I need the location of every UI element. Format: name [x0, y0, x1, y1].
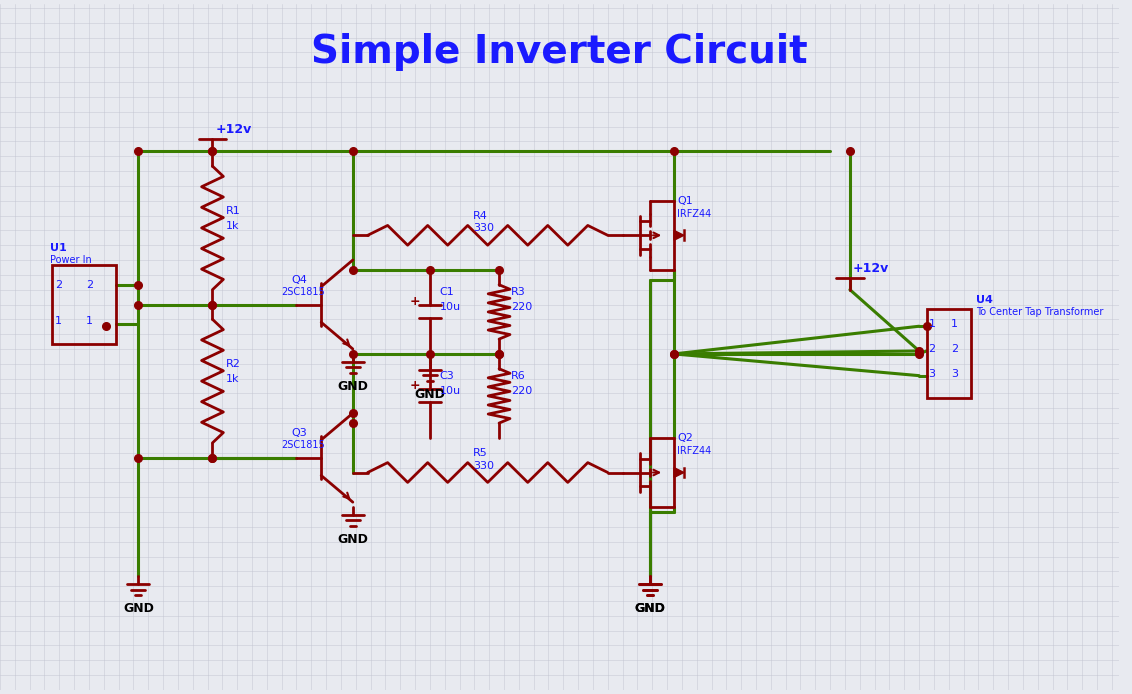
Text: +: + — [409, 294, 420, 307]
Text: 1: 1 — [54, 316, 62, 326]
Text: GND: GND — [414, 387, 445, 400]
Text: 3: 3 — [951, 369, 958, 379]
Text: 10u: 10u — [439, 386, 461, 396]
Text: 3: 3 — [928, 369, 935, 379]
Bar — [926, 310, 971, 398]
Text: U1: U1 — [50, 243, 67, 253]
Text: 1: 1 — [928, 319, 935, 329]
Text: 330: 330 — [473, 223, 494, 233]
Text: R5: R5 — [473, 448, 488, 457]
Text: C1: C1 — [439, 287, 455, 297]
Text: 1: 1 — [86, 316, 93, 326]
Text: GND: GND — [635, 602, 666, 615]
Text: 2SC1815: 2SC1815 — [282, 440, 325, 450]
Text: 1: 1 — [951, 319, 958, 329]
Text: Power In: Power In — [50, 255, 92, 265]
Polygon shape — [674, 230, 684, 240]
Polygon shape — [674, 468, 684, 477]
Bar — [52, 265, 117, 344]
Text: +: + — [409, 378, 420, 391]
Text: R3: R3 — [511, 287, 525, 297]
Text: Simple Inverter Circuit: Simple Inverter Circuit — [311, 33, 807, 71]
Text: 2: 2 — [86, 280, 93, 289]
Text: C3: C3 — [439, 371, 455, 381]
Text: 2: 2 — [54, 280, 62, 289]
Text: 2SC1815: 2SC1815 — [282, 287, 325, 296]
Text: IRFZ44: IRFZ44 — [677, 446, 711, 456]
Text: R4: R4 — [473, 210, 488, 221]
Text: 10u: 10u — [439, 302, 461, 312]
Text: R2: R2 — [226, 359, 241, 369]
Text: GND: GND — [635, 602, 666, 615]
Text: GND: GND — [123, 602, 154, 615]
Text: R1: R1 — [226, 206, 241, 216]
Text: 330: 330 — [473, 461, 494, 471]
Text: To Center Tap Transformer: To Center Tap Transformer — [976, 307, 1104, 317]
Text: 1k: 1k — [226, 221, 240, 231]
Text: 220: 220 — [511, 302, 532, 312]
Text: 1k: 1k — [226, 374, 240, 384]
Text: +12v: +12v — [852, 262, 889, 275]
Text: Q3: Q3 — [292, 428, 307, 438]
Text: R6: R6 — [511, 371, 525, 381]
Text: 220: 220 — [511, 386, 532, 396]
Text: Q2: Q2 — [677, 433, 693, 443]
Text: +12v: +12v — [215, 124, 251, 137]
Text: Q4: Q4 — [292, 275, 308, 285]
Text: IRFZ44: IRFZ44 — [677, 208, 711, 219]
Text: GND: GND — [337, 380, 368, 393]
Text: U4: U4 — [976, 294, 993, 305]
Text: 2: 2 — [928, 344, 936, 354]
Text: 2: 2 — [951, 344, 958, 354]
Text: GND: GND — [337, 533, 368, 545]
Text: Q1: Q1 — [677, 196, 693, 205]
